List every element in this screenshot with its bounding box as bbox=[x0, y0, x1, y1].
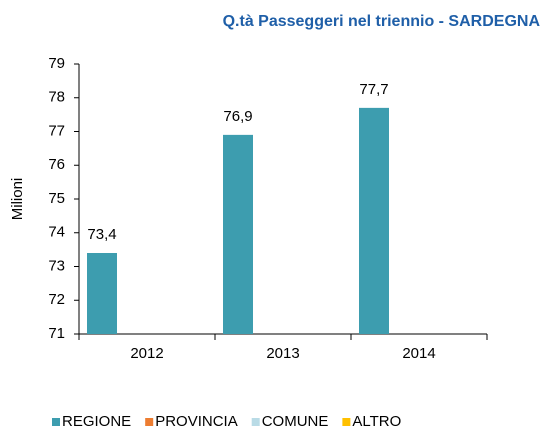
legend-label: ALTRO bbox=[352, 413, 401, 430]
y-tick-label: 75 bbox=[48, 190, 65, 207]
x-tick-label: 2013 bbox=[266, 345, 299, 362]
legend-swatch bbox=[145, 418, 154, 426]
legend-label: PROVINCIA bbox=[155, 413, 238, 430]
y-tick-label: 77 bbox=[48, 122, 65, 139]
legend-swatch bbox=[251, 418, 260, 426]
data-label: 73,4 bbox=[87, 226, 116, 243]
y-axis-label: Milioni bbox=[9, 178, 26, 221]
bar bbox=[87, 253, 117, 334]
data-label: 76,9 bbox=[223, 108, 252, 125]
x-tick-label: 2012 bbox=[130, 345, 163, 362]
data-label: 77,7 bbox=[359, 81, 388, 98]
bar bbox=[359, 107, 389, 334]
legend-swatch bbox=[52, 418, 60, 426]
legend-label: COMUNE bbox=[262, 413, 329, 430]
legend-swatch bbox=[342, 418, 351, 426]
y-tick-label: 79 bbox=[48, 55, 65, 72]
y-tick-label: 73 bbox=[48, 257, 65, 274]
y-tick-label: 71 bbox=[48, 325, 65, 342]
legend-label: REGIONE bbox=[62, 413, 131, 430]
y-tick-label: 78 bbox=[48, 89, 65, 106]
y-tick-label: 72 bbox=[48, 291, 65, 308]
x-tick-label: 2014 bbox=[402, 345, 435, 362]
y-tick-label: 76 bbox=[48, 156, 65, 173]
y-tick-label: 74 bbox=[48, 224, 65, 241]
chart-title: Q.tà Passeggeri nel triennio - SARDEGNA bbox=[223, 13, 541, 30]
bar bbox=[223, 134, 253, 334]
